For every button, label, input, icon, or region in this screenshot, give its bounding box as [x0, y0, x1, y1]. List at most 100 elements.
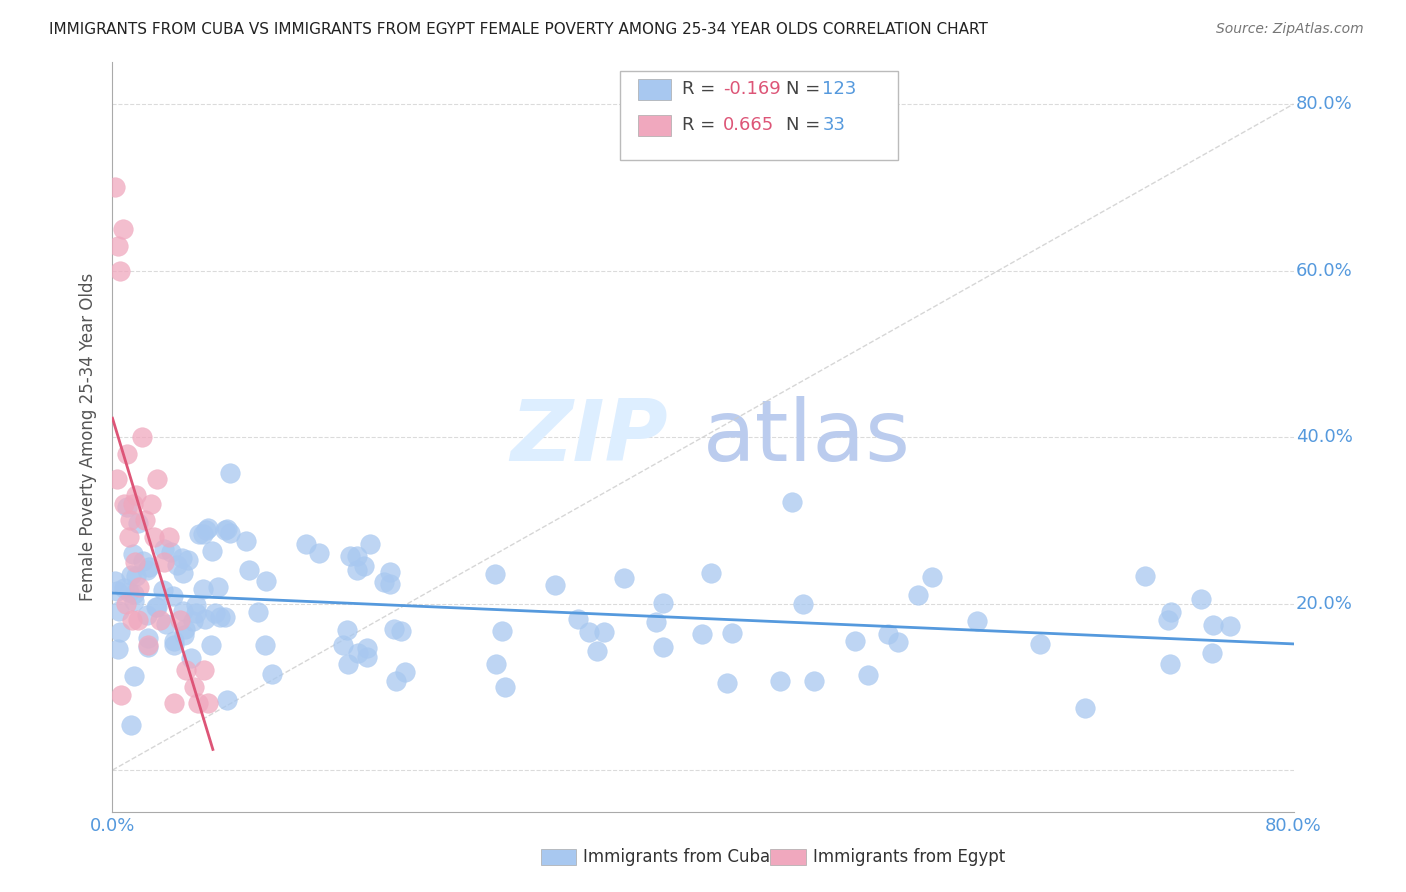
Point	[346, 549, 368, 563]
Text: 20.0%: 20.0%	[1296, 595, 1353, 613]
Text: IMMIGRANTS FROM CUBA VS IMMIGRANTS FROM EGYPT FEMALE POVERTY AMONG 25-34 YEAR OL: IMMIGRANTS FROM CUBA VS IMMIGRANTS FROM …	[49, 22, 988, 37]
Point	[721, 625, 744, 640]
Point	[111, 222, 134, 236]
Point	[194, 612, 217, 626]
Point	[308, 547, 330, 561]
Point	[122, 669, 145, 683]
Point	[1202, 618, 1225, 632]
Point	[353, 559, 375, 574]
Point	[120, 718, 142, 732]
Point	[104, 180, 127, 194]
Point	[124, 555, 146, 569]
Point	[356, 649, 378, 664]
Point	[162, 589, 184, 603]
Point	[120, 568, 142, 582]
Point	[166, 558, 188, 572]
Point	[145, 600, 167, 615]
Point	[197, 697, 219, 711]
Point	[181, 615, 204, 629]
Point	[494, 680, 516, 694]
Point	[716, 675, 738, 690]
Text: Immigrants from Egypt: Immigrants from Egypt	[813, 848, 1005, 866]
Point	[134, 513, 156, 527]
Point	[105, 472, 128, 486]
Point	[122, 586, 145, 600]
Point	[907, 588, 929, 602]
Point	[173, 628, 195, 642]
Point	[174, 663, 197, 677]
Point	[112, 581, 135, 595]
Point	[145, 600, 167, 615]
Point	[332, 638, 354, 652]
Point	[125, 569, 148, 583]
Point	[1157, 613, 1180, 627]
Point	[186, 606, 208, 620]
Point	[254, 574, 277, 588]
Point	[254, 638, 277, 652]
Point	[1189, 591, 1212, 606]
Point	[104, 574, 127, 588]
Point	[238, 563, 260, 577]
Point	[157, 530, 180, 544]
Point	[108, 263, 131, 277]
Point	[1074, 700, 1097, 714]
Point	[1133, 569, 1156, 583]
Text: 33: 33	[823, 116, 845, 135]
Point	[356, 640, 378, 655]
FancyBboxPatch shape	[620, 71, 898, 160]
Point	[138, 640, 160, 655]
Point	[163, 638, 186, 652]
Point	[187, 526, 209, 541]
Point	[782, 495, 804, 509]
Point	[613, 571, 636, 585]
Point	[131, 430, 153, 444]
Point	[645, 615, 668, 629]
Point	[149, 613, 172, 627]
Point	[651, 640, 673, 654]
Point	[378, 565, 401, 579]
Point	[108, 604, 131, 618]
Point	[769, 674, 792, 689]
Point	[207, 580, 229, 594]
Point	[117, 447, 138, 461]
Point	[1159, 657, 1181, 672]
Text: Immigrants from Cuba: Immigrants from Cuba	[583, 848, 770, 866]
Text: N =: N =	[786, 116, 825, 135]
Point	[339, 549, 361, 563]
Point	[856, 667, 879, 681]
Point	[187, 697, 209, 711]
Point	[191, 582, 214, 596]
Point	[191, 527, 214, 541]
Point	[121, 547, 143, 561]
Point	[127, 613, 149, 627]
Point	[347, 646, 370, 660]
Point	[235, 534, 257, 549]
Point	[120, 513, 142, 527]
Point	[163, 697, 186, 711]
Point	[172, 566, 194, 581]
Point	[921, 570, 943, 584]
Point	[652, 596, 675, 610]
Point	[194, 523, 217, 537]
Point	[201, 544, 224, 558]
Point	[373, 575, 395, 590]
Text: atlas: atlas	[703, 395, 911, 479]
Point	[578, 624, 600, 639]
Point	[176, 552, 198, 566]
Point	[114, 597, 136, 611]
Text: 80.0%: 80.0%	[1296, 95, 1353, 113]
Point	[153, 555, 176, 569]
Point	[193, 663, 215, 677]
Text: 60.0%: 60.0%	[1296, 261, 1353, 279]
Point	[139, 497, 162, 511]
Point	[484, 567, 506, 582]
Point	[214, 610, 236, 624]
Point	[218, 466, 240, 480]
Point	[692, 627, 714, 641]
Text: ZIP: ZIP	[510, 395, 668, 479]
Point	[215, 522, 238, 536]
Point	[384, 674, 406, 689]
Point	[1028, 637, 1050, 651]
Point	[169, 613, 191, 627]
Text: 40.0%: 40.0%	[1296, 428, 1353, 446]
